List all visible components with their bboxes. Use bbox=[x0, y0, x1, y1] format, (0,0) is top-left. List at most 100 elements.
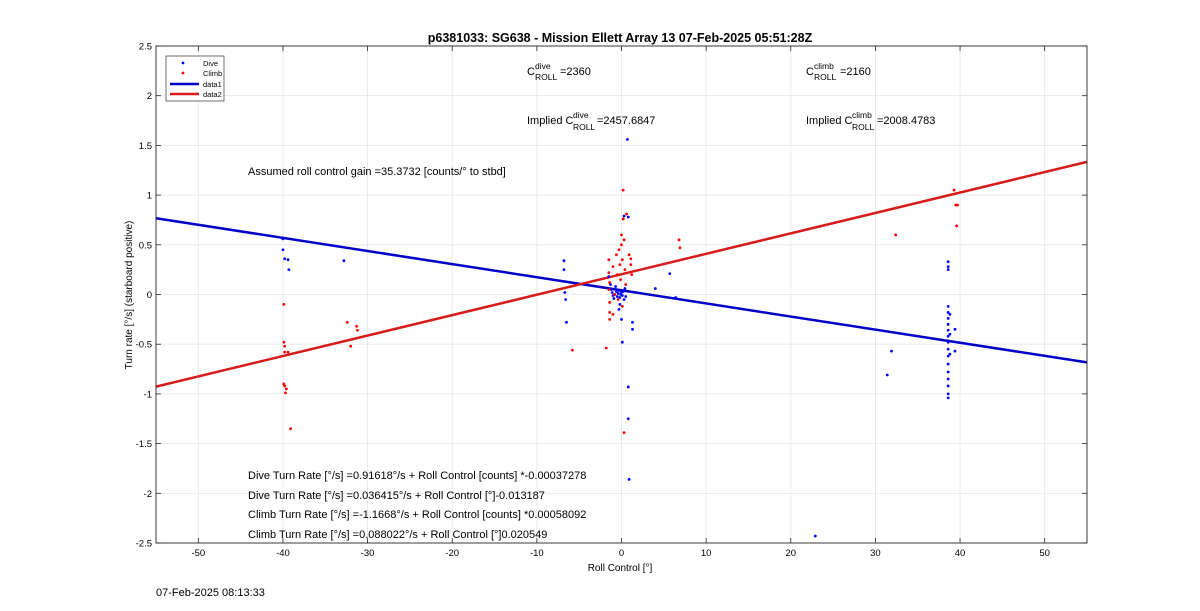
svg-text:ROLL: ROLL bbox=[573, 122, 595, 132]
fit-line-4: Climb Turn Rate [°/s] =0.088022°/s + Rol… bbox=[248, 529, 547, 541]
point-climb bbox=[356, 328, 359, 332]
point-dive bbox=[946, 392, 950, 396]
point-dive bbox=[616, 292, 620, 295]
point-dive bbox=[615, 295, 619, 298]
point-dive bbox=[813, 534, 817, 538]
point-climb bbox=[289, 427, 292, 431]
y-tick-label: 0.5 bbox=[139, 240, 152, 251]
legend-climb-label: Climb bbox=[203, 69, 222, 78]
point-climb bbox=[625, 212, 628, 216]
point-dive bbox=[281, 248, 285, 252]
x-tick-label: 10 bbox=[701, 548, 712, 559]
point-dive bbox=[668, 272, 672, 276]
point-dive bbox=[946, 362, 950, 366]
point-dive bbox=[653, 287, 657, 290]
point-climb bbox=[622, 431, 626, 435]
x-tick-label: -40 bbox=[276, 548, 290, 559]
point-climb bbox=[611, 265, 615, 269]
fit-line-2: Dive Turn Rate [°/s] =0.036415°/s + Roll… bbox=[248, 490, 545, 502]
point-dive bbox=[562, 259, 566, 263]
point-dive bbox=[946, 260, 950, 264]
svg-text:ROLL: ROLL bbox=[852, 122, 874, 132]
implied-c-roll-climb-annotation: Implied C climb ROLL =2008.4783 bbox=[806, 110, 935, 132]
point-climb bbox=[615, 253, 618, 257]
point-dive bbox=[946, 305, 950, 308]
svg-text:C: C bbox=[806, 66, 814, 78]
point-dive bbox=[564, 298, 568, 301]
roll-gain-annotation: Assumed roll control gain =35.3732 [coun… bbox=[248, 166, 506, 178]
svg-text:Implied C: Implied C bbox=[527, 115, 574, 127]
x-tick-label: 50 bbox=[1039, 548, 1050, 559]
x-tick-label: 0 bbox=[619, 548, 624, 559]
point-climb bbox=[620, 305, 624, 308]
y-tick-label: -2.5 bbox=[136, 539, 152, 550]
c-roll-dive-annotation: C dive ROLL =2360 bbox=[527, 61, 591, 82]
point-dive bbox=[626, 138, 629, 141]
point-climb bbox=[611, 312, 615, 316]
c-roll-climb-annotation: C climb ROLL =2160 bbox=[806, 61, 871, 82]
point-dive bbox=[626, 215, 630, 219]
point-dive bbox=[620, 294, 624, 297]
point-dive bbox=[610, 291, 614, 294]
y-tick-label: 1 bbox=[147, 191, 152, 202]
point-climb bbox=[607, 271, 611, 275]
y-tick-label: -2 bbox=[144, 489, 152, 500]
fit-line-1: Dive Turn Rate [°/s] =0.91618°/s + Roll … bbox=[248, 470, 586, 482]
implied-c-roll-dive-annotation: Implied C dive ROLL =2457.6847 bbox=[527, 110, 655, 132]
legend-dive-marker bbox=[181, 61, 185, 65]
point-dive bbox=[286, 258, 290, 262]
point-climb bbox=[952, 188, 956, 192]
point-climb bbox=[621, 217, 625, 221]
point-climb bbox=[617, 248, 621, 252]
point-dive bbox=[620, 317, 623, 321]
y-tick-label: 2.5 bbox=[139, 42, 152, 53]
point-dive bbox=[948, 332, 952, 336]
point-dive bbox=[948, 312, 952, 316]
point-dive bbox=[281, 237, 285, 241]
point-climb bbox=[955, 224, 959, 228]
point-climb bbox=[630, 273, 634, 277]
point-climb bbox=[624, 283, 628, 286]
y-tick-label: -1 bbox=[144, 389, 152, 400]
point-dive bbox=[946, 268, 950, 272]
svg-text:=2360: =2360 bbox=[560, 66, 591, 78]
x-tick-label: -30 bbox=[361, 548, 375, 559]
point-climb bbox=[618, 263, 622, 267]
point-climb bbox=[284, 387, 288, 391]
point-climb bbox=[349, 344, 353, 348]
point-dive bbox=[946, 328, 950, 332]
point-dive bbox=[946, 265, 950, 269]
point-dive bbox=[631, 327, 634, 331]
point-dive bbox=[622, 214, 626, 218]
point-climb bbox=[623, 268, 627, 272]
svg-text:dive: dive bbox=[535, 61, 551, 71]
point-dive bbox=[565, 320, 568, 324]
point-dive bbox=[946, 377, 950, 381]
point-climb bbox=[620, 233, 623, 237]
point-dive bbox=[609, 288, 613, 291]
point-climb bbox=[627, 253, 631, 257]
point-dive bbox=[621, 290, 625, 293]
point-climb bbox=[571, 348, 574, 352]
point-climb bbox=[283, 384, 287, 388]
legend-data1-label: data1 bbox=[203, 80, 222, 89]
point-dive bbox=[618, 303, 622, 306]
x-axis-label: Roll Control [°] bbox=[588, 563, 653, 574]
point-dive bbox=[562, 268, 566, 272]
point-climb bbox=[620, 258, 624, 262]
point-dive bbox=[563, 291, 567, 294]
point-climb bbox=[283, 344, 287, 348]
point-climb bbox=[608, 281, 612, 284]
svg-text:ROLL: ROLL bbox=[814, 72, 836, 82]
point-dive bbox=[607, 275, 611, 279]
point-dive bbox=[287, 268, 291, 272]
svg-text:Implied C: Implied C bbox=[806, 115, 853, 127]
point-dive bbox=[615, 290, 618, 293]
point-climb bbox=[620, 243, 623, 247]
point-dive bbox=[946, 347, 950, 351]
point-climb bbox=[608, 301, 612, 304]
point-dive bbox=[612, 297, 616, 300]
point-climb bbox=[678, 246, 682, 250]
y-tick-label: 0 bbox=[147, 290, 152, 301]
